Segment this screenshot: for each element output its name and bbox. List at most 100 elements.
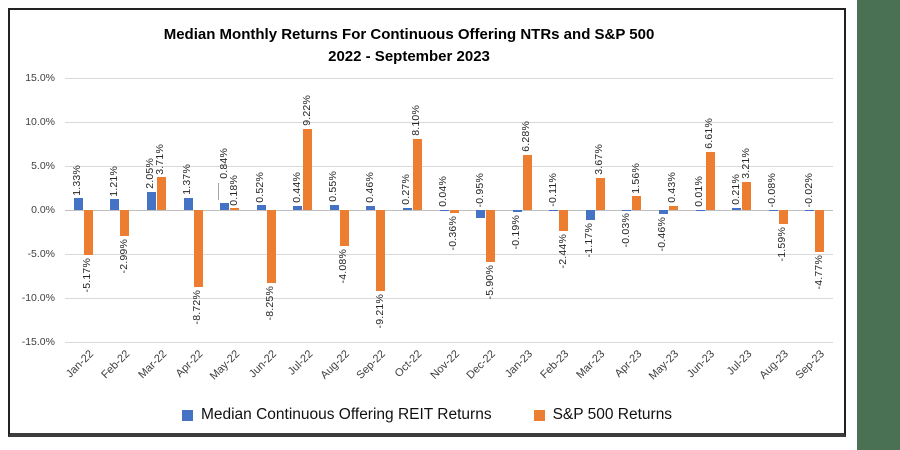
- data-label: 1.33%: [71, 164, 84, 196]
- data-label: 1.37%: [181, 164, 193, 195]
- x-tick-label: Oct-22: [393, 348, 425, 380]
- bar-sp500: [632, 196, 642, 210]
- x-tick-label: Apr-23: [612, 348, 645, 380]
- bar-sp500: [595, 177, 605, 210]
- bar-reit: [183, 197, 193, 210]
- y-tick-label: 0.0%: [31, 203, 55, 216]
- x-tick-label: Jun-22: [246, 348, 279, 381]
- x-tick-label: Dec-22: [464, 348, 499, 382]
- data-label: 3.21%: [739, 147, 752, 179]
- data-label: -0.19%: [510, 214, 523, 250]
- data-label: -0.08%: [766, 172, 779, 207]
- bar-reit: [732, 208, 742, 210]
- bar-sp500: [559, 210, 569, 232]
- legend-swatch-reit: [181, 409, 193, 421]
- chart-title: Median Monthly Returns For Continuous Of…: [10, 24, 844, 68]
- data-label: -2.44%: [556, 234, 569, 269]
- legend-label-sp500: S&P 500 Returns: [552, 406, 673, 423]
- bar-reit: [366, 205, 376, 210]
- data-label: -4.77%: [812, 254, 825, 290]
- data-label: 0.43%: [666, 172, 679, 204]
- chart-legend: Median Continuous Offering REIT Returns …: [10, 405, 844, 425]
- green-sidebar-band: [857, 0, 900, 450]
- data-label: -0.11%: [546, 173, 559, 207]
- data-label: 0.18%: [227, 174, 240, 206]
- y-tick-label: 10.0%: [25, 115, 55, 128]
- data-label: 0.52%: [254, 171, 267, 203]
- bar-reit: [73, 198, 83, 210]
- gridline: [65, 122, 833, 123]
- bar-reit: [476, 210, 486, 219]
- data-label: 0.46%: [363, 172, 376, 203]
- x-tick-label: Jan-23: [502, 348, 535, 381]
- data-label: 0.84%: [217, 147, 230, 179]
- gridline: [65, 210, 833, 211]
- x-tick-label: Aug-23: [757, 348, 791, 382]
- x-tick-label: Feb-22: [99, 348, 133, 382]
- bar-sp500: [156, 177, 166, 210]
- data-label: 0.04%: [437, 175, 449, 207]
- bar-sp500: [120, 210, 130, 237]
- data-label: 6.61%: [703, 118, 715, 149]
- data-label: 1.21%: [107, 165, 120, 197]
- gridline: [65, 298, 833, 299]
- bar-sp500: [815, 210, 825, 252]
- x-tick-label: Nov-22: [427, 348, 462, 382]
- data-label: -8.72%: [191, 289, 203, 325]
- bar-reit: [220, 202, 230, 210]
- x-tick-label: Jul-23: [724, 348, 755, 378]
- x-tick-label: Mar-22: [135, 348, 169, 382]
- bar-sp500: [705, 151, 715, 210]
- x-tick-label: Jul-22: [285, 348, 316, 378]
- bar-sp500: [412, 138, 422, 210]
- data-label: -2.99%: [117, 239, 130, 274]
- x-tick-label: Aug-22: [318, 348, 352, 382]
- bar-reit: [256, 205, 266, 210]
- data-label: 6.28%: [520, 120, 533, 152]
- data-label: -0.36%: [447, 216, 459, 251]
- chart-frame: Median Monthly Returns For Continuous Of…: [8, 8, 846, 437]
- y-tick-label: 5.0%: [31, 159, 55, 172]
- bar-reit: [585, 210, 595, 221]
- bar-sp500: [668, 206, 678, 210]
- data-label: 9.22%: [300, 95, 313, 126]
- bar-sp500: [83, 210, 93, 256]
- data-label: 0.27%: [400, 173, 413, 205]
- y-tick-label: -5.0%: [27, 247, 55, 260]
- bar-sp500: [193, 210, 203, 287]
- bar-reit: [658, 210, 668, 215]
- bar-reit: [768, 210, 778, 211]
- x-tick-label: Sep-23: [793, 348, 828, 382]
- bar-sp500: [486, 210, 496, 262]
- data-label: -5.90%: [483, 264, 496, 300]
- data-label: -5.17%: [81, 258, 94, 293]
- x-tick-label: May-23: [646, 348, 681, 383]
- data-label: 3.71%: [154, 143, 167, 175]
- data-label: 0.44%: [290, 172, 303, 204]
- legend-swatch-sp500: [533, 409, 545, 421]
- data-label: -1.17%: [583, 223, 596, 258]
- label-leader-line: [217, 182, 219, 200]
- bar-sp500: [449, 210, 459, 214]
- bar-sp500: [742, 181, 752, 210]
- bar-reit: [512, 210, 522, 212]
- chart-title-line1: Median Monthly Returns For Continuous Of…: [163, 26, 655, 43]
- y-tick-label: -10.0%: [21, 291, 55, 304]
- bar-reit: [402, 207, 412, 210]
- bar-reit: [329, 205, 339, 210]
- data-label: 1.56%: [629, 162, 642, 194]
- data-label: 0.01%: [693, 176, 705, 207]
- bar-reit: [293, 206, 303, 210]
- bar-reit: [549, 210, 559, 211]
- gridline: [65, 166, 833, 167]
- data-label: -8.25%: [264, 285, 277, 321]
- x-tick-label: Sep-22: [354, 348, 389, 382]
- plot-area: 15.0% 10.0% 5.0% 0.0% -5.0% -10.0% -15.0% 1.33%…: [22, 72, 833, 382]
- gridline: [65, 254, 833, 255]
- bar-sp500: [778, 210, 788, 224]
- bar-reit: [146, 191, 156, 210]
- legend-item-sp500: S&P 500 Returns: [533, 406, 673, 424]
- x-tick-label: Mar-23: [574, 348, 608, 382]
- data-label: 8.10%: [410, 104, 423, 136]
